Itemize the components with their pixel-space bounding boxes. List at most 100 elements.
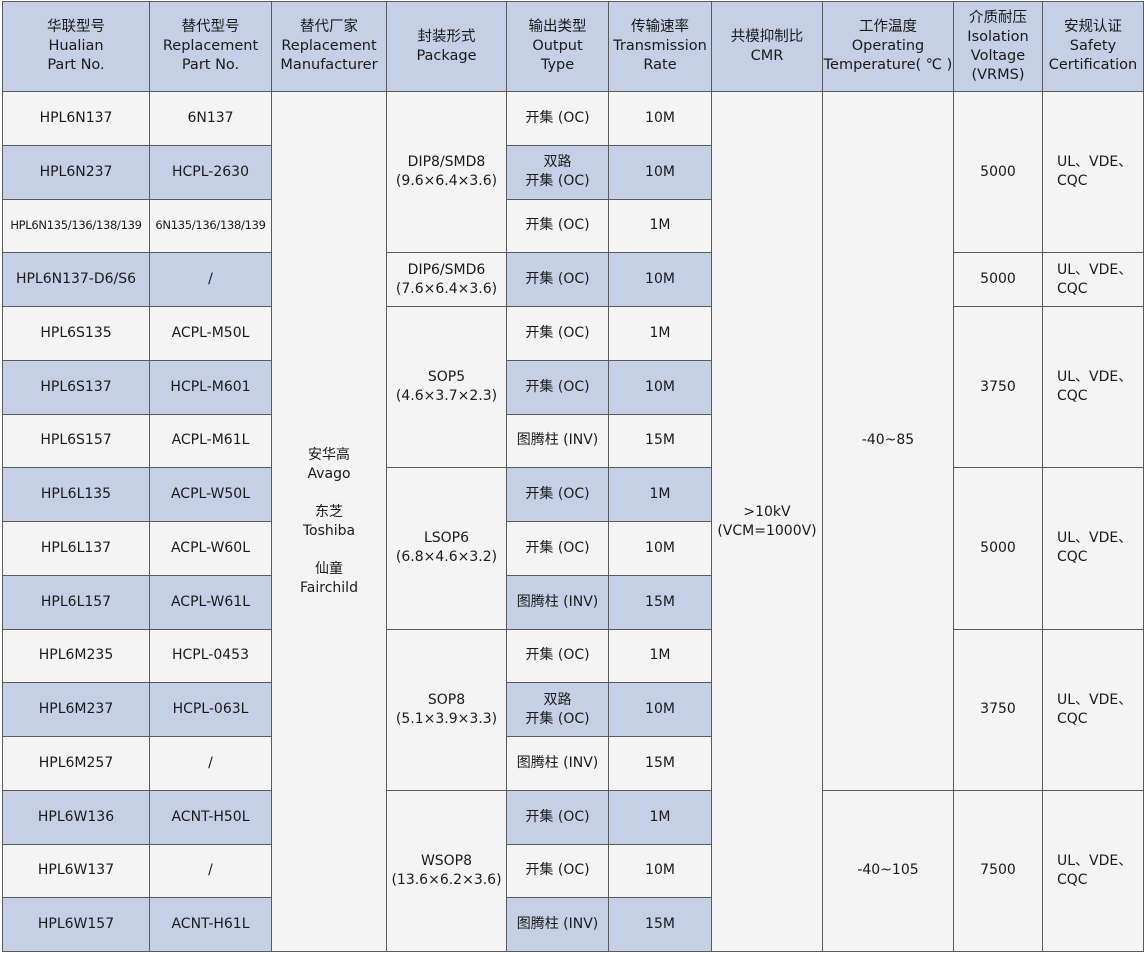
output-type-cell: 图腾柱 (INV) <box>506 574 609 630</box>
safety-cell: UL、VDE、 CQC <box>1042 305 1144 469</box>
header-package: 封装形式 Package <box>386 1 507 92</box>
part-no-cell: HPL6S137 <box>2 359 150 415</box>
table-row: HPL6M237 HCPL-063L 双路 开集 (OC) 10M <box>2 682 1144 737</box>
output-type-cell: 双路 开集 (OC) <box>506 144 609 200</box>
package-cell: WSOP8 (13.6×6.2×3.6) <box>386 789 507 953</box>
replacement-cell: ACNT-H50L <box>149 789 272 845</box>
header-text: Type <box>540 57 575 73</box>
table-row: HPL6S157 ACPL-M61L 图腾柱 (INV) 15M <box>2 413 1144 469</box>
header-text: 传输速率 <box>631 19 689 35</box>
replacement-cell: 6N135/136/138/139 <box>149 198 272 254</box>
header-text: Certification <box>1048 57 1138 73</box>
header-operating-temperature: 工作温度 Operating Temperature( ℃ ) <box>822 1 954 92</box>
table-row: HPL6L135 ACPL-W50L LSOP6 (6.8×4.6×3.2) 开集 (… <box>2 467 1144 630</box>
output-type-cell: 开集 (OC) <box>506 789 609 845</box>
part-no-cell: HPL6W136 <box>2 789 150 845</box>
replacement-cell: HCPL-063L <box>149 682 272 737</box>
header-part-no: 华联型号 Hualian Part No. <box>2 1 150 92</box>
output-type-cell: 开集 (OC) <box>506 198 609 254</box>
replacement-cell: ACPL-W61L <box>149 574 272 630</box>
replacement-cell: / <box>149 736 272 791</box>
header-text: Temperature( ℃ ) <box>823 57 953 73</box>
part-no-cell: HPL6L157 <box>2 574 150 630</box>
output-type-cell: 开集 (OC) <box>506 628 609 684</box>
output-type-cell: 开集 (OC) <box>506 521 609 576</box>
part-no-cell: HPL6L135 <box>2 467 150 522</box>
table-row: HPL6L137 ACPL-W60L 开集 (OC) 10M <box>2 521 1144 576</box>
rate-cell: 15M <box>608 574 712 630</box>
isolation-cell: 7500 <box>953 789 1043 953</box>
rate-cell: 10M <box>608 843 712 899</box>
replacement-cell: HCPL-M601 <box>149 359 272 415</box>
rate-cell: 1M <box>608 628 712 684</box>
output-type-cell: 开集 (OC) <box>506 306 609 361</box>
header-replacement-manufacturer: 替代厂家 Replacement Manufacturer <box>271 1 387 92</box>
output-type-cell: 开集 (OC) <box>506 252 609 307</box>
safety-cell: UL、VDE、 CQC <box>1042 467 1144 630</box>
package-cell: DIP6/SMD6 (7.6×6.4×3.6) <box>386 252 507 307</box>
table-row: HPL6W137/ 开集 (OC) 10M <box>2 843 1144 899</box>
table-row: HPL6N137-D6/S6/ DIP6/SMD6 (7.6×6.4×3.6) 开集… <box>2 252 1144 307</box>
header-text: 华联型号 <box>47 19 105 35</box>
part-no-cell: HPL6W157 <box>2 897 150 952</box>
package-cell: SOP5 (4.6×3.7×2.3) <box>386 305 507 469</box>
table-row: HPL6N137 6N137 安华高 Avago 东芝 Toshiba 仙童 Fai… <box>2 90 1144 952</box>
header-text: Replacement <box>281 38 377 54</box>
output-type-cell: 图腾柱 (INV) <box>506 736 609 791</box>
rate-cell: 10M <box>608 252 712 307</box>
output-type-cell: 开集 (OC) <box>506 843 609 899</box>
part-no-cell: HPL6M237 <box>2 682 150 737</box>
rate-cell: 10M <box>608 91 712 146</box>
replacement-cell: ACPL-M50L <box>149 306 272 361</box>
header-text: CMR <box>750 47 784 64</box>
header-text: (VRMS) <box>971 66 1025 83</box>
rate-cell: 1M <box>608 467 712 522</box>
table-row: HPL6S137 HCPL-M601 开集 (OC) 10M <box>2 359 1144 415</box>
header-text: Package <box>416 47 477 64</box>
rate-cell: 10M <box>608 682 712 737</box>
part-no-cell: HPL6N137-D6/S6 <box>2 252 150 307</box>
table-row: HPL6W136 ACNT-H50L WSOP8 (13.6×6.2×3.6) 开集 … <box>2 789 1144 953</box>
rate-cell: 10M <box>608 144 712 200</box>
header-text: Voltage <box>970 47 1026 64</box>
safety-cell: UL、VDE、 CQC <box>1042 252 1144 307</box>
header-cmr: 共模抑制比 CMR <box>711 1 823 92</box>
header-output-type: 输出类型 Output Type <box>506 1 609 92</box>
header-text: 替代厂家 <box>300 19 358 35</box>
output-type-cell: 开集 (OC) <box>506 467 609 522</box>
temperature-cell: -40~85 <box>822 91 954 791</box>
part-no-cell: HPL6S135 <box>2 306 150 361</box>
package-cell: SOP8 (5.1×3.9×3.3) <box>386 628 507 791</box>
part-no-cell: HPL6W137 <box>2 843 150 899</box>
part-no-cell: HPL6N137 <box>2 91 150 146</box>
header-transmission-rate: 传输速率 Transmission Rate <box>608 1 712 92</box>
table-row: HPL6N237 HCPL-2630 双路 开集 (OC) 10M <box>2 144 1144 200</box>
rate-cell: 10M <box>608 521 712 576</box>
header-text: 工作温度 <box>859 19 917 35</box>
isolation-cell: 3750 <box>953 305 1043 469</box>
part-no-cell: HPL6L137 <box>2 521 150 576</box>
header-text: Hualian <box>48 38 104 54</box>
header-text: Output <box>532 38 583 54</box>
replacement-cell: ACPL-M61L <box>149 413 272 469</box>
part-no-cell: HPL6M257 <box>2 736 150 791</box>
rate-cell: 15M <box>608 897 712 952</box>
header-text: 输出类型 <box>528 19 587 35</box>
header-text: Operating <box>851 38 925 54</box>
output-type-cell: 双路 开集 (OC) <box>506 682 609 737</box>
rate-cell: 1M <box>608 789 712 845</box>
safety-cell: UL、VDE、 CQC <box>1042 628 1144 791</box>
header-text: 封装形式 <box>417 28 476 45</box>
table-row: HPL6S135 ACPL-M50L SOP5 (4.6×3.7×2.3) 开集 (O… <box>2 305 1144 469</box>
manufacturer-cell: 安华高 Avago 东芝 Toshiba 仙童 Fairchild <box>271 91 387 952</box>
output-type-cell: 图腾柱 (INV) <box>506 897 609 952</box>
header-text: 介质耐压 <box>969 9 1027 26</box>
header-replacement-part-no: 替代型号 Replacement Part No. <box>149 1 272 92</box>
header-text: Replacement <box>162 38 259 54</box>
header-row: 华联型号 Hualian Part No. 替代型号 Replacement Part N… <box>2 1 1144 92</box>
rate-cell: 1M <box>608 306 712 361</box>
header-text: 共模抑制比 <box>730 28 804 45</box>
part-no-cell: HPL6N135/136/138/139 <box>2 198 150 254</box>
safety-cell: UL、VDE、 CQC <box>1042 789 1144 953</box>
